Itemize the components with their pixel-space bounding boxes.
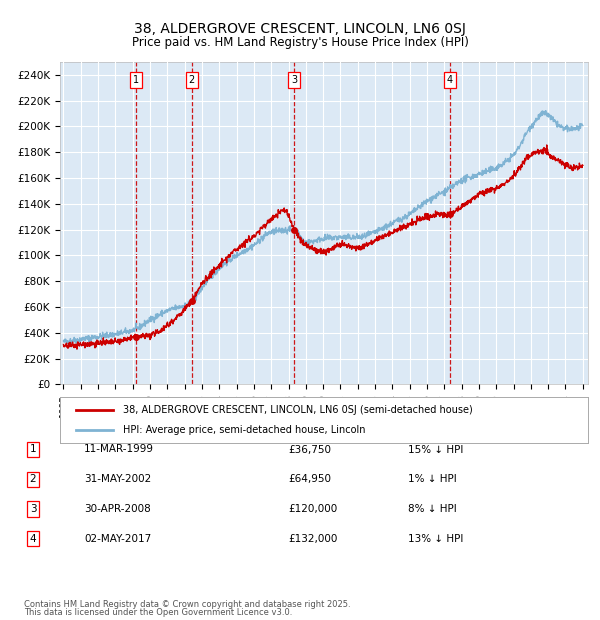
Text: 02-MAY-2017: 02-MAY-2017	[84, 534, 151, 544]
Text: 1% ↓ HPI: 1% ↓ HPI	[408, 474, 457, 484]
Text: 38, ALDERGROVE CRESCENT, LINCOLN, LN6 0SJ (semi-detached house): 38, ALDERGROVE CRESCENT, LINCOLN, LN6 0S…	[124, 405, 473, 415]
Text: 3: 3	[29, 504, 37, 514]
Text: 31-MAY-2002: 31-MAY-2002	[84, 474, 151, 484]
Text: 4: 4	[447, 75, 453, 85]
Text: Contains HM Land Registry data © Crown copyright and database right 2025.: Contains HM Land Registry data © Crown c…	[24, 600, 350, 609]
Text: 2: 2	[29, 474, 37, 484]
Text: 1: 1	[29, 445, 37, 454]
Text: Price paid vs. HM Land Registry's House Price Index (HPI): Price paid vs. HM Land Registry's House …	[131, 36, 469, 49]
Text: £36,750: £36,750	[288, 445, 331, 454]
Text: £132,000: £132,000	[288, 534, 337, 544]
Text: 15% ↓ HPI: 15% ↓ HPI	[408, 445, 463, 454]
Text: 11-MAR-1999: 11-MAR-1999	[84, 445, 154, 454]
Text: 2: 2	[188, 75, 195, 85]
Text: 1: 1	[133, 75, 139, 85]
Text: 30-APR-2008: 30-APR-2008	[84, 504, 151, 514]
Text: 8% ↓ HPI: 8% ↓ HPI	[408, 504, 457, 514]
Text: 38, ALDERGROVE CRESCENT, LINCOLN, LN6 0SJ: 38, ALDERGROVE CRESCENT, LINCOLN, LN6 0S…	[134, 22, 466, 36]
Text: HPI: Average price, semi-detached house, Lincoln: HPI: Average price, semi-detached house,…	[124, 425, 366, 435]
Text: £64,950: £64,950	[288, 474, 331, 484]
Text: This data is licensed under the Open Government Licence v3.0.: This data is licensed under the Open Gov…	[24, 608, 292, 617]
Text: 3: 3	[291, 75, 297, 85]
Text: £120,000: £120,000	[288, 504, 337, 514]
Text: 4: 4	[29, 534, 37, 544]
Text: 13% ↓ HPI: 13% ↓ HPI	[408, 534, 463, 544]
